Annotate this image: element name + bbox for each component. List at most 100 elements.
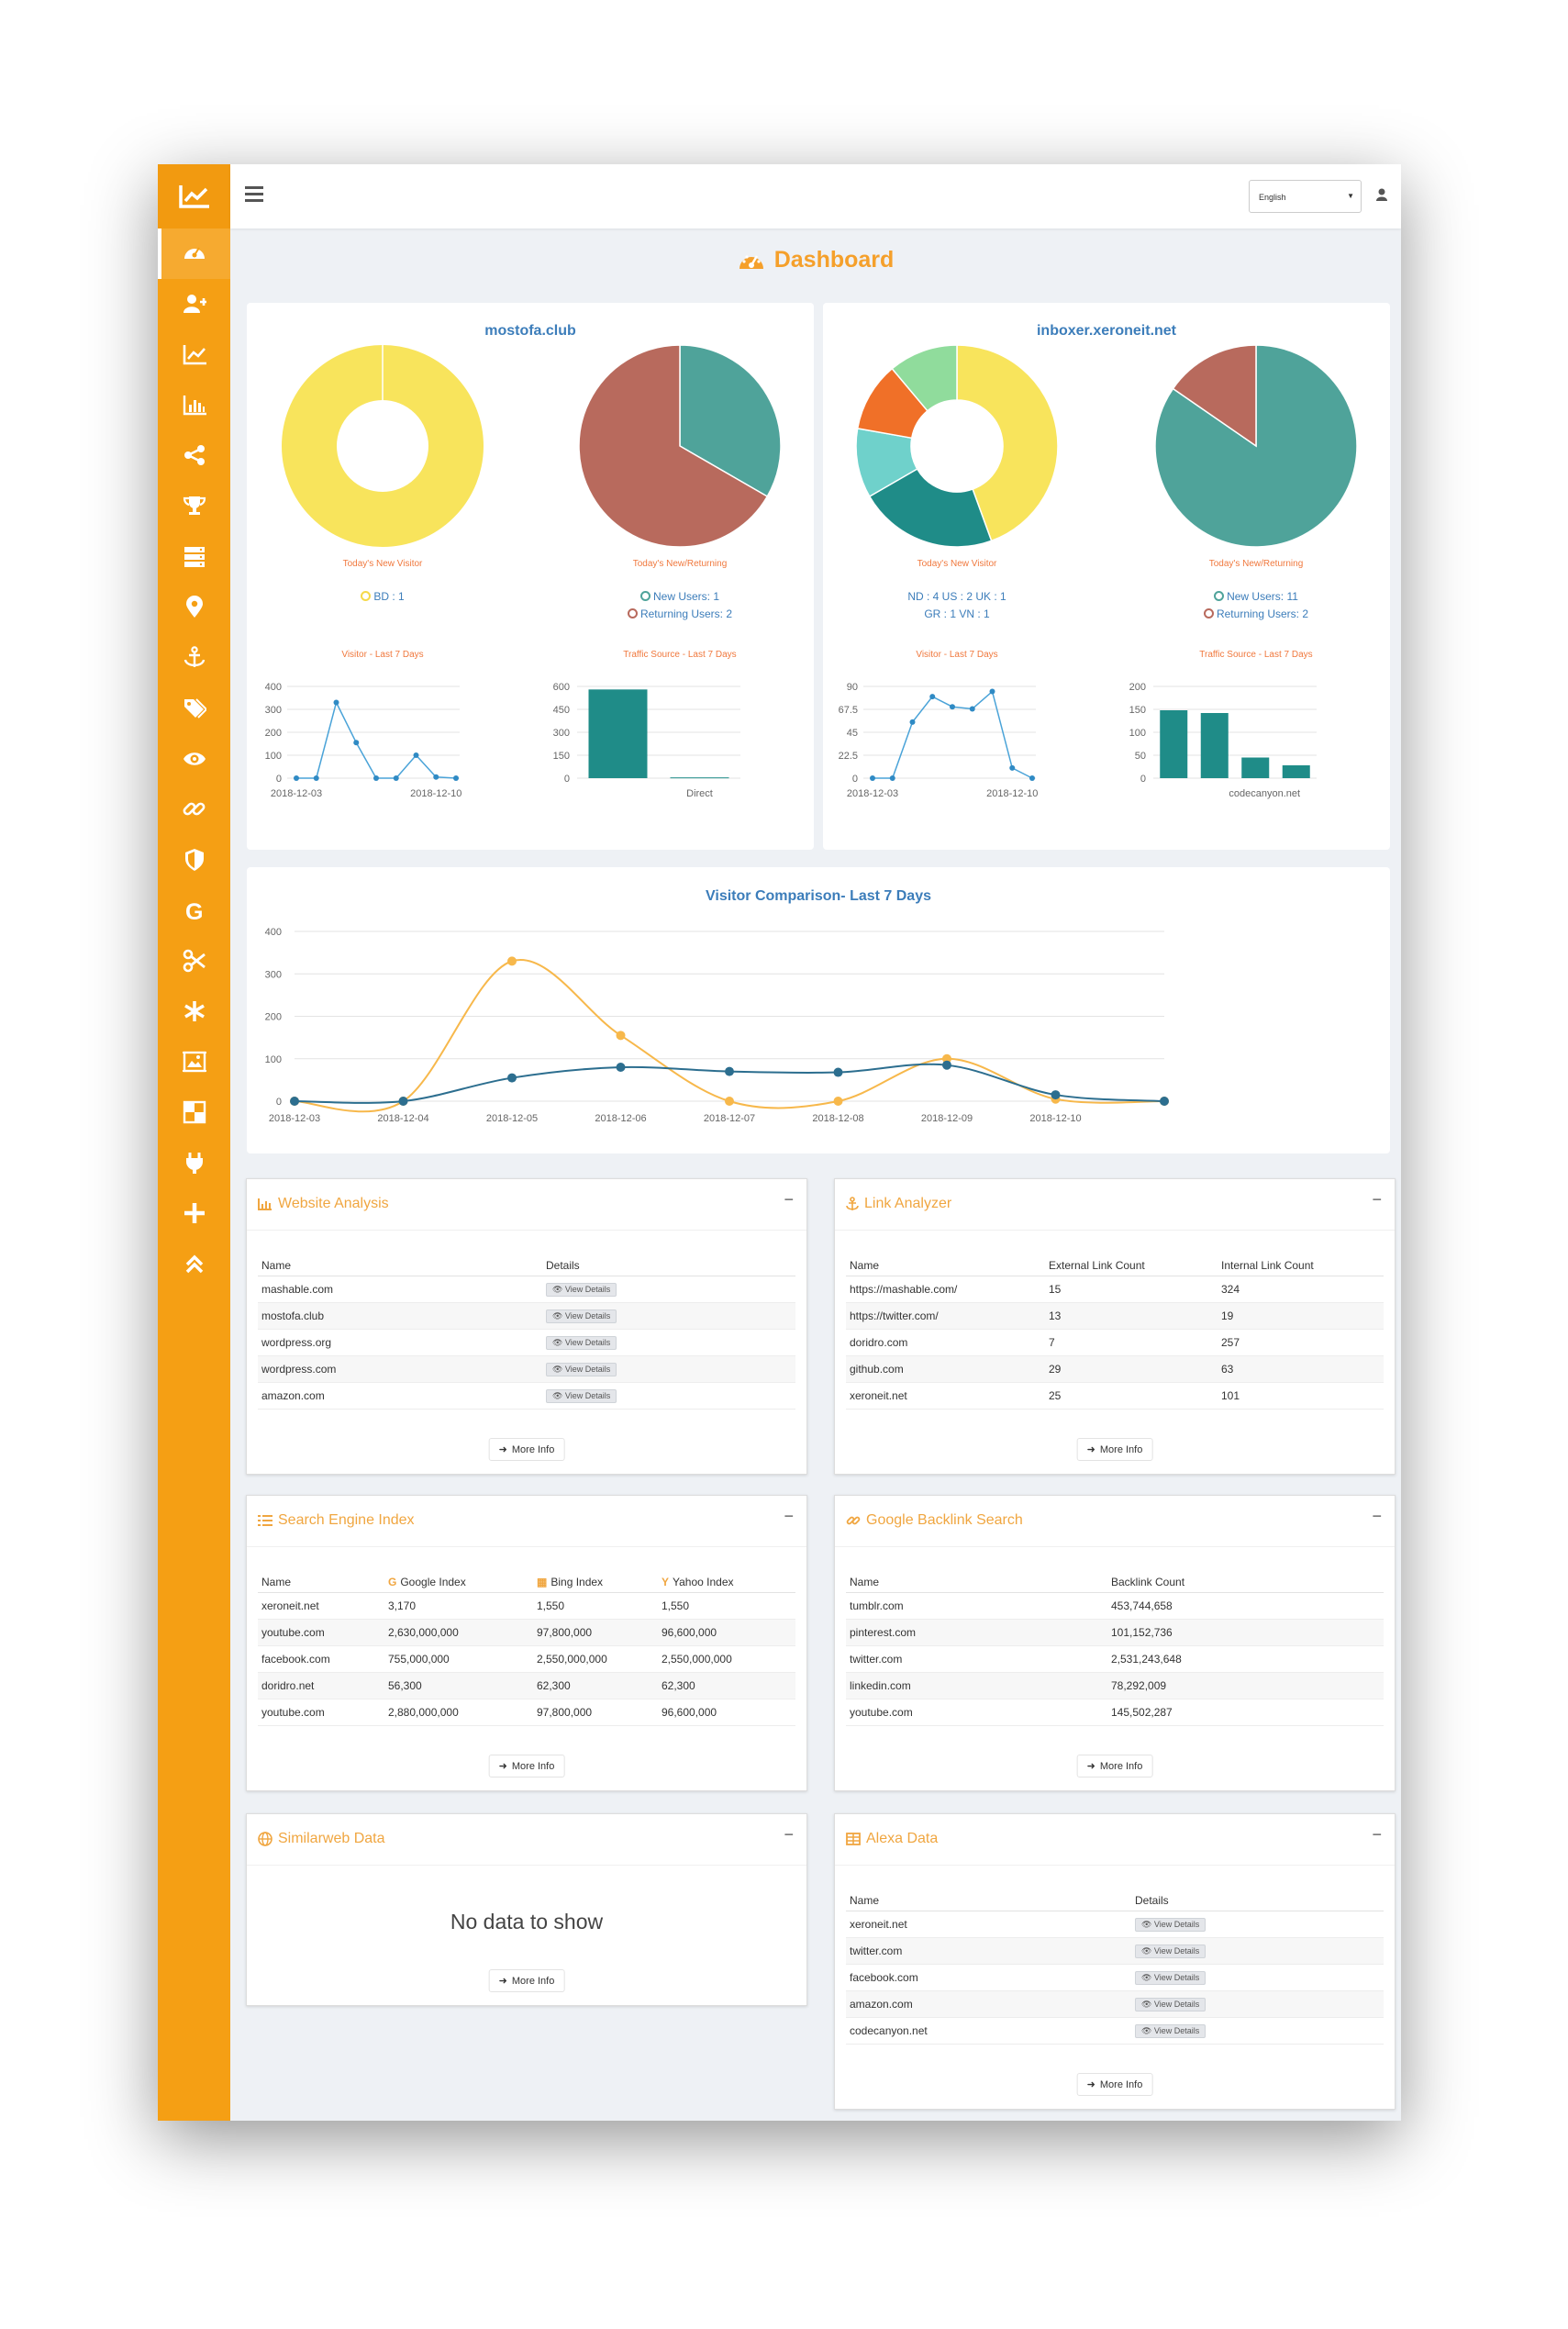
- table-cell: youtube.com: [258, 1619, 384, 1646]
- site-title[interactable]: inboxer.xeroneit.net: [1036, 323, 1177, 339]
- user-menu-icon[interactable]: [1376, 188, 1387, 206]
- more-info-button[interactable]: ➜ More Info: [488, 1755, 565, 1777]
- table-cell: 👁 View Details: [542, 1302, 795, 1330]
- table-cell: https://twitter.com/: [846, 1302, 1045, 1330]
- minimize-button[interactable]: −: [1372, 1190, 1382, 1209]
- view-details-button[interactable]: 👁 View Details: [1135, 2023, 1207, 2038]
- sidebar-item-server[interactable]: [158, 531, 230, 582]
- sidebar-item-google[interactable]: G: [158, 885, 230, 935]
- table-cell: mostofa.club: [258, 1302, 542, 1330]
- minimize-button[interactable]: −: [1372, 1507, 1382, 1525]
- more-info-button[interactable]: ➜ More Info: [1076, 2073, 1153, 2096]
- site-title[interactable]: mostofa.club: [484, 323, 576, 339]
- sidebar-item-map-marker[interactable]: [158, 582, 230, 632]
- legend-item[interactable]: BD : 1: [291, 588, 474, 606]
- chart-caption: Visitor - Last 7 Days: [916, 650, 998, 660]
- legend-item[interactable]: Returning Users: 2: [1164, 606, 1348, 623]
- table-cell: 👁 View Details: [1131, 1964, 1384, 1991]
- sidebar: G: [158, 164, 230, 2121]
- y-tick-label: 200: [265, 728, 282, 739]
- sidebar-item-checkerboard[interactable]: [158, 1086, 230, 1137]
- table-row: youtube.com 2,880,000,000 97,800,000 96,600…: [258, 1699, 795, 1726]
- sidebar-item-eye[interactable]: [158, 733, 230, 784]
- data-point: [616, 1031, 626, 1041]
- x-tick-label: 2018-12-03: [847, 788, 898, 799]
- data-point: [313, 775, 319, 781]
- minimize-button[interactable]: −: [784, 1825, 794, 1844]
- legend-item[interactable]: New Users: 1: [588, 588, 772, 606]
- site-card-mostofa: mostofa.club Today's New Visitor Today's…: [247, 303, 814, 850]
- sidebar-item-plus[interactable]: [158, 1187, 230, 1238]
- minimize-button[interactable]: −: [784, 1190, 794, 1209]
- sidebar-item-plug[interactable]: [158, 1137, 230, 1187]
- legend-row[interactable]: GR : 1 VN : 1: [924, 607, 990, 620]
- view-details-button[interactable]: 👁 View Details: [546, 1335, 617, 1350]
- caret-down-icon: ▼: [1347, 192, 1354, 200]
- table-cell: 62,300: [533, 1672, 658, 1699]
- data-point: [290, 1097, 299, 1106]
- table-cell: wordpress.com: [258, 1355, 542, 1383]
- table-cell: 97,800,000: [533, 1699, 658, 1726]
- view-details-button[interactable]: 👁 View Details: [546, 1282, 617, 1297]
- minimize-button[interactable]: −: [784, 1507, 794, 1525]
- table-cell: 145,502,287: [1107, 1699, 1384, 1726]
- traffic-bar-chart: 0 50 100 150 200 codecanyon.net: [1129, 682, 1317, 799]
- legend-item[interactable]: New Users: 11: [1164, 588, 1348, 606]
- view-details-button[interactable]: 👁 View Details: [1135, 1997, 1207, 2011]
- view-details-button[interactable]: 👁 View Details: [546, 1362, 617, 1376]
- table-cell: 15: [1045, 1276, 1218, 1303]
- y-tick-label: 150: [553, 751, 570, 762]
- table-row: wordpress.org 👁 View Details: [258, 1329, 795, 1356]
- server-icon: [183, 546, 205, 567]
- sidebar-item-share[interactable]: [158, 430, 230, 481]
- new-visitor-donut-chart: [282, 345, 484, 547]
- data-point: [413, 752, 419, 758]
- language-select[interactable]: English ▼: [1249, 180, 1362, 213]
- view-details-button[interactable]: 👁 View Details: [1135, 1970, 1207, 1985]
- view-details-button[interactable]: 👁 View Details: [546, 1388, 617, 1403]
- view-details-button[interactable]: 👁 View Details: [1135, 1944, 1207, 1958]
- sidebar-item-bar-chart[interactable]: [158, 380, 230, 430]
- more-info-button[interactable]: ➜ More Info: [1076, 1438, 1153, 1461]
- sidebar-item-anchor[interactable]: [158, 632, 230, 683]
- sidebar-item-user-plus[interactable]: [158, 279, 230, 329]
- more-info-button[interactable]: ➜ More Info: [488, 1969, 565, 1992]
- sidebar-item-asterisk[interactable]: [158, 986, 230, 1036]
- view-details-button[interactable]: 👁 View Details: [1135, 1917, 1207, 1932]
- more-info-button[interactable]: ➜ More Info: [1076, 1755, 1153, 1777]
- legend-row[interactable]: ND : 4 US : 2 UK : 1: [907, 590, 1006, 603]
- visitor-line-chart: 0 22.5 45 67.5 90 2018-12-03 2018-12-10: [839, 682, 1039, 799]
- more-info-button[interactable]: ➜ More Info: [488, 1438, 565, 1461]
- menu-toggle-button[interactable]: [245, 186, 263, 206]
- sidebar-item-shield[interactable]: [158, 834, 230, 885]
- sidebar-item-angle-double-up[interactable]: [158, 1238, 230, 1288]
- table-cell: 324: [1218, 1276, 1384, 1303]
- sidebar-item-link[interactable]: [158, 784, 230, 834]
- sidebar-item-image[interactable]: [158, 1036, 230, 1086]
- data-point: [507, 1073, 517, 1083]
- view-details-button[interactable]: 👁 View Details: [546, 1309, 617, 1323]
- chart-area-icon: [183, 344, 206, 364]
- sidebar-item-trophy[interactable]: [158, 481, 230, 531]
- sidebar-item-chart-area[interactable]: [158, 329, 230, 380]
- table-cell: 👁 View Details: [1131, 2017, 1384, 2045]
- table-cell: wordpress.org: [258, 1329, 542, 1356]
- y-tick-label: 22.5: [839, 751, 858, 762]
- sidebar-item-dashboard-gauge[interactable]: [158, 228, 230, 279]
- data-point: [1051, 1090, 1061, 1100]
- anchor-icon: [183, 645, 205, 667]
- table-cell: 25: [1045, 1382, 1218, 1410]
- table-cell: 👁 View Details: [1131, 1911, 1384, 1938]
- minimize-button[interactable]: −: [1372, 1825, 1382, 1844]
- x-tick-label: 2018-12-07: [704, 1113, 755, 1124]
- sidebar-item-tags[interactable]: [158, 683, 230, 733]
- link-icon: [183, 802, 205, 815]
- table-cell: youtube.com: [258, 1699, 384, 1726]
- y-tick-label: 0: [276, 774, 282, 785]
- brand-logo[interactable]: [158, 164, 230, 228]
- data-point: [1009, 764, 1016, 771]
- sidebar-item-scissors[interactable]: [158, 935, 230, 986]
- chart-caption: Traffic Source - Last 7 Days: [623, 650, 737, 660]
- legend-item[interactable]: Returning Users: 2: [588, 606, 772, 623]
- angle-double-up-icon: [185, 1254, 203, 1273]
